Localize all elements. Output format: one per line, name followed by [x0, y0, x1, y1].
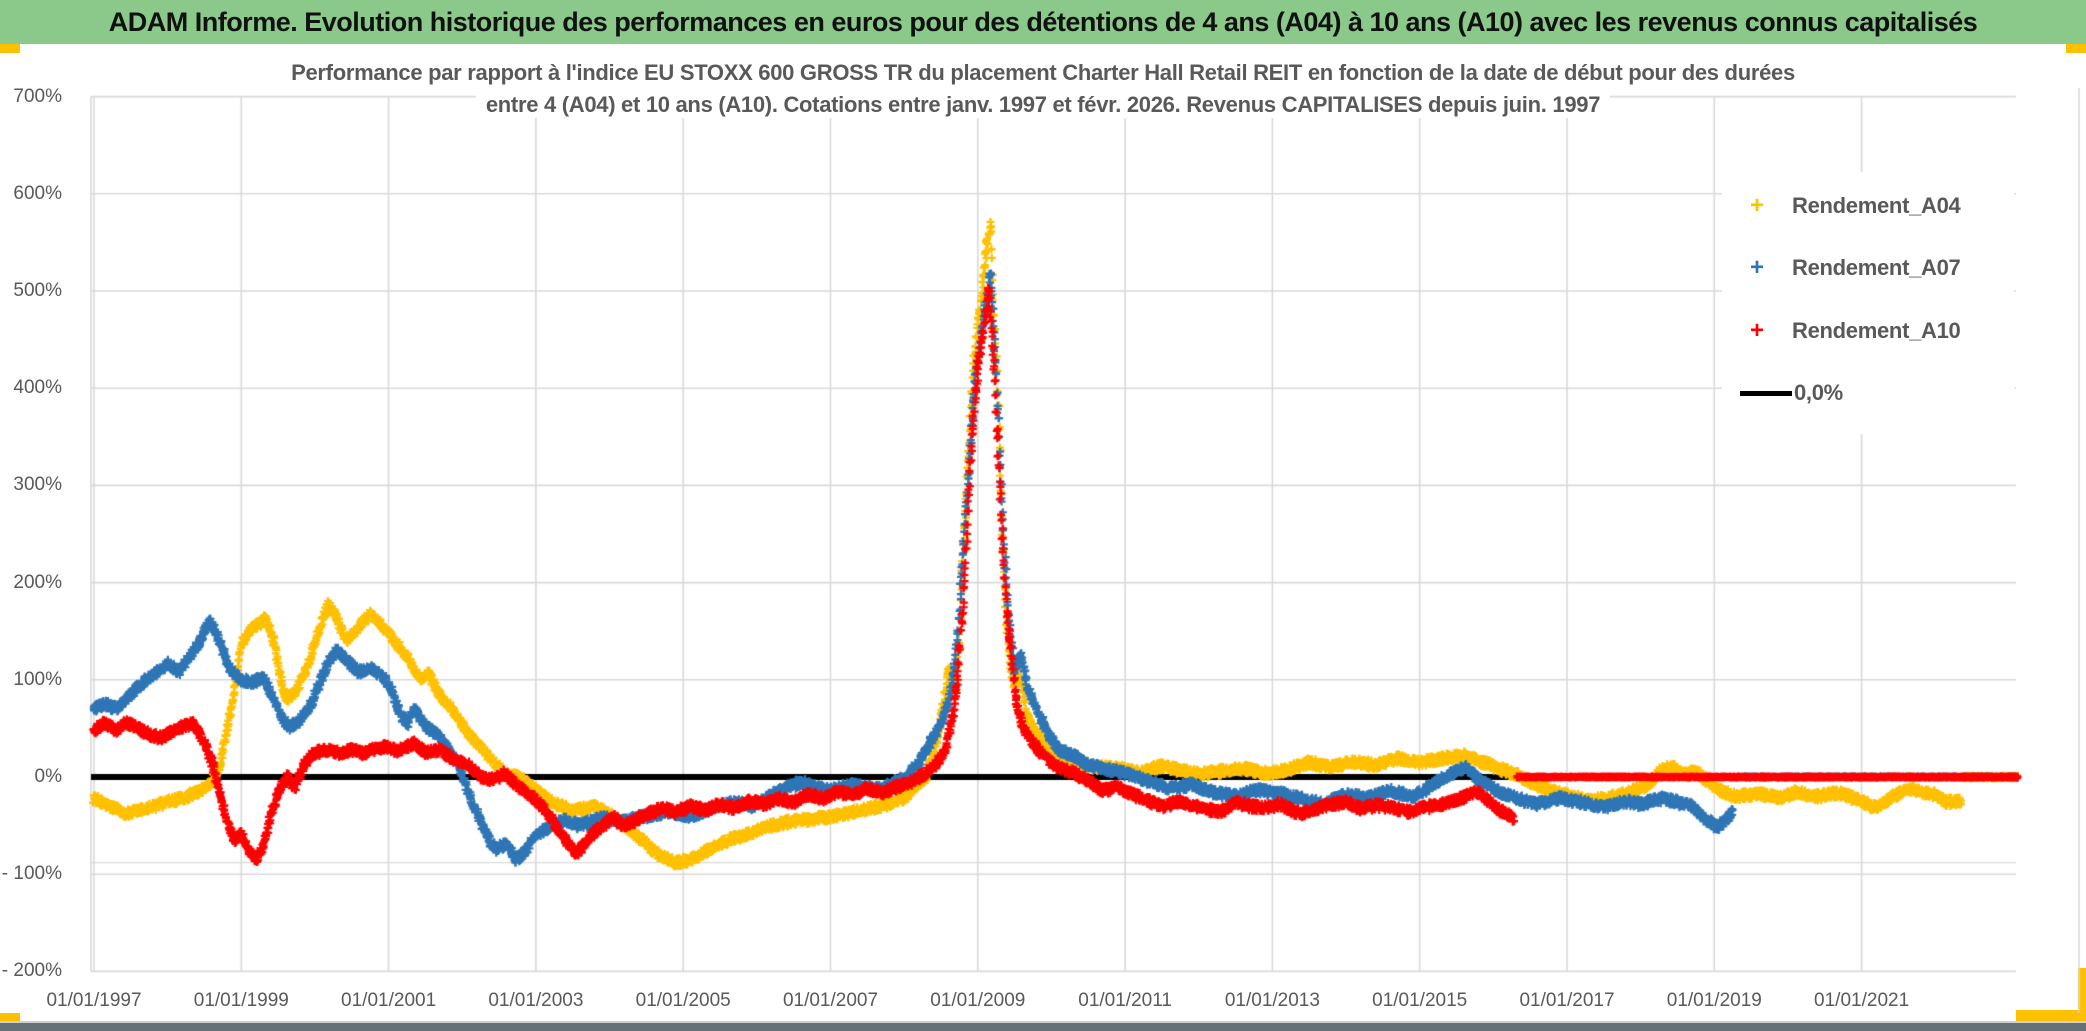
y-tick-label: 0%	[34, 766, 62, 787]
zero-line-icon	[1740, 390, 1792, 396]
bottom-divider	[0, 1021, 2086, 1023]
chart-legend: + Rendement_A04 + Rendement_A07 + Rendem…	[1722, 172, 2014, 434]
y-tick-label: 100%	[13, 668, 62, 690]
chart-title-line1: Performance par rapport à l'indice EU ST…	[281, 60, 1805, 86]
y-tick-label: - 100%	[1, 863, 62, 885]
x-tick-label: 01/01/2019	[1666, 990, 1762, 1011]
y-tick-label: 700%	[13, 85, 62, 107]
x-tick-label: 01/01/2009	[930, 990, 1026, 1011]
legend-item-rendement-a10: + Rendement_A10	[1722, 315, 2014, 347]
y-tick-label: 300%	[13, 474, 62, 496]
y-tick-label: 500%	[13, 280, 62, 301]
plus-marker-icon: +	[1749, 317, 1764, 344]
y-tick-label: 600%	[13, 182, 62, 204]
plus-marker-icon: +	[1749, 192, 1764, 219]
x-tick-label: 01/01/2021	[1814, 990, 1910, 1011]
chart-title-line2: entre 4 (A04) et 10 ans (A10). Cotations…	[475, 92, 1611, 118]
x-tick-label: 01/01/2001	[341, 990, 437, 1011]
x-tick-label: 01/01/2003	[488, 990, 584, 1011]
legend-item-rendement-a04: + Rendement_A04	[1722, 190, 2014, 222]
x-tick-label: 01/01/2011	[1078, 990, 1172, 1011]
x-tick-label: 01/01/2007	[782, 990, 879, 1011]
y-tick-label: 400%	[13, 377, 62, 399]
legend-label: 0,0%	[1794, 380, 1843, 405]
legend-label: Rendement_A10	[1792, 318, 1961, 343]
x-tick-label: 01/01/1997	[46, 990, 142, 1011]
legend-item-rendement-a07: + Rendement_A07	[1722, 252, 2014, 284]
x-tick-label: 01/01/2015	[1372, 990, 1468, 1011]
legend-label: Rendement_A04	[1792, 193, 1961, 218]
bottom-window-bar	[0, 1023, 2086, 1031]
x-tick-label: 01/01/1999	[193, 990, 289, 1011]
plus-marker-icon: +	[1749, 254, 1764, 281]
y-tick-label: - 200%	[1, 960, 62, 982]
y-tick-label: 200%	[13, 571, 62, 593]
x-tick-label: 01/01/2005	[635, 990, 731, 1011]
legend-item-zero-line: 0,0%	[1722, 377, 2014, 409]
legend-label: Rendement_A07	[1792, 255, 1961, 280]
x-tick-label: 01/01/2017	[1519, 990, 1615, 1011]
x-tick-label: 01/01/2013	[1224, 990, 1320, 1011]
